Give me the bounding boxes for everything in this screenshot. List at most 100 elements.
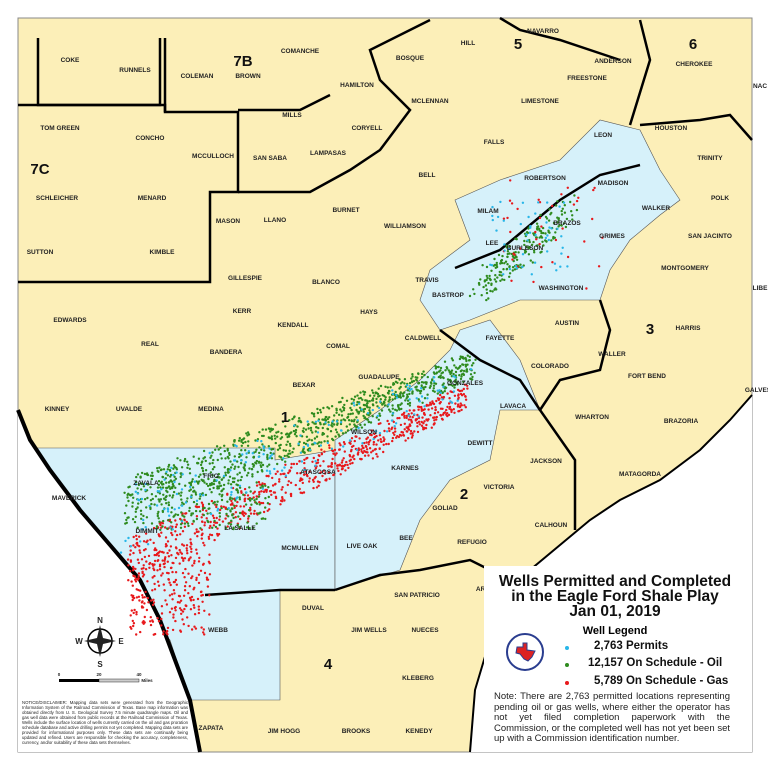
oil-well-dot xyxy=(497,253,501,257)
gas-well-dot xyxy=(198,556,201,560)
gas-well-dot xyxy=(207,535,210,539)
gas-well-dot xyxy=(135,633,138,636)
oil-well-dot xyxy=(286,435,289,439)
oil-well-dot xyxy=(529,259,532,262)
oil-well-dot xyxy=(547,219,551,222)
oil-well-dot xyxy=(292,429,296,433)
oil-well-dot xyxy=(371,397,375,400)
oil-well-dot xyxy=(229,460,232,463)
oil-well-dot xyxy=(186,497,189,500)
oil-well-dot xyxy=(424,385,427,389)
permit-dot xyxy=(546,250,549,253)
permit-dot xyxy=(180,488,184,491)
gas-well-dot xyxy=(243,499,246,503)
gas-well-dot xyxy=(190,543,193,546)
gas-well-dot xyxy=(180,608,183,612)
oil-well-dot xyxy=(229,466,233,469)
gas-well-dot xyxy=(294,483,297,487)
gas-well-dot xyxy=(450,410,453,414)
oil-well-dot xyxy=(471,375,474,379)
gas-well-dot xyxy=(183,589,187,592)
oil-well-dot xyxy=(330,424,333,427)
oil-well-dot xyxy=(231,497,234,500)
county-label: NAC xyxy=(753,83,767,90)
oil-well-dot xyxy=(212,486,215,490)
gas-well-dot xyxy=(153,548,156,552)
gas-well-dot xyxy=(208,594,211,597)
gas-well-dot xyxy=(289,492,293,496)
oil-well-dot xyxy=(345,399,349,402)
oil-well-dot xyxy=(322,406,325,410)
gas-well-dot xyxy=(534,230,537,234)
county-label: BANDERA xyxy=(210,349,243,356)
oil-well-dot xyxy=(396,381,399,384)
gas-well-dot xyxy=(253,490,256,493)
oil-well-dot xyxy=(181,514,184,517)
oil-well-dot xyxy=(334,428,338,431)
oil-well-dot xyxy=(282,449,285,452)
permit-dot xyxy=(163,478,166,481)
oil-well-dot xyxy=(202,457,205,460)
oil-well-dot xyxy=(535,244,538,247)
gas-well-dot xyxy=(221,520,225,523)
county-label: KLEBERG xyxy=(402,675,434,682)
permit-dot xyxy=(170,466,173,469)
gas-well-dot xyxy=(460,408,463,412)
oil-well-dot xyxy=(246,431,250,434)
gas-well-dot xyxy=(152,564,155,567)
permit-dot xyxy=(449,400,452,403)
gas-well-dot xyxy=(181,543,184,546)
oil-well-dot xyxy=(139,509,143,512)
gas-well-dot xyxy=(135,538,138,541)
oil-well-dot xyxy=(157,510,160,514)
gas-well-dot xyxy=(314,467,318,470)
oil-well-dot xyxy=(158,492,162,495)
oil-well-dot xyxy=(374,392,377,395)
oil-well-dot xyxy=(420,372,424,376)
oil-well-dot xyxy=(209,456,212,459)
district-label: 5 xyxy=(514,36,522,53)
oil-well-dot xyxy=(406,389,410,392)
permit-dot xyxy=(491,214,494,218)
oil-well-dot xyxy=(172,467,175,470)
gas-well-dot xyxy=(413,409,416,412)
oil-well-dot xyxy=(368,411,372,414)
gas-well-dot xyxy=(162,630,165,633)
oil-well-dot xyxy=(239,462,243,465)
oil-well-dot xyxy=(255,448,258,451)
oil-well-dot xyxy=(361,398,364,401)
permit-dot xyxy=(438,389,441,392)
oil-well-dot xyxy=(503,262,506,265)
oil-well-dot xyxy=(376,405,379,408)
gas-well-dot xyxy=(135,588,138,591)
oil-well-dot xyxy=(151,497,154,501)
gas-well-dot xyxy=(308,470,311,473)
oil-well-dot xyxy=(552,221,556,225)
oil-well-dot xyxy=(165,502,168,505)
gas-well-dot xyxy=(577,196,580,199)
county-label: BEXAR xyxy=(293,382,316,389)
oil-well-dot xyxy=(392,383,395,386)
oil-well-dot xyxy=(233,467,236,470)
oil-well-dot xyxy=(511,255,515,258)
oil-well-dot xyxy=(453,364,456,367)
oil-well-dot xyxy=(557,225,560,228)
gas-well-dot xyxy=(518,247,522,250)
gas-well-dot xyxy=(448,397,451,400)
oil-well-dot xyxy=(363,423,366,426)
gas-well-dot xyxy=(427,418,430,421)
gas-well-dot xyxy=(141,596,144,599)
permit-dot xyxy=(394,422,398,425)
oil-well-dot xyxy=(327,421,330,424)
permit-dot xyxy=(139,540,142,543)
gas-well-dot xyxy=(140,558,144,561)
oil-well-dot xyxy=(540,236,544,239)
gas-well-dot xyxy=(502,217,506,220)
permit-dot xyxy=(144,526,147,529)
oil-well-dot xyxy=(223,449,226,453)
oil-well-dot xyxy=(211,461,214,465)
oil-well-dot xyxy=(223,444,226,447)
oil-well-dot xyxy=(363,416,366,420)
gas-well-dot xyxy=(195,576,198,580)
oil-well-dot xyxy=(560,213,564,216)
